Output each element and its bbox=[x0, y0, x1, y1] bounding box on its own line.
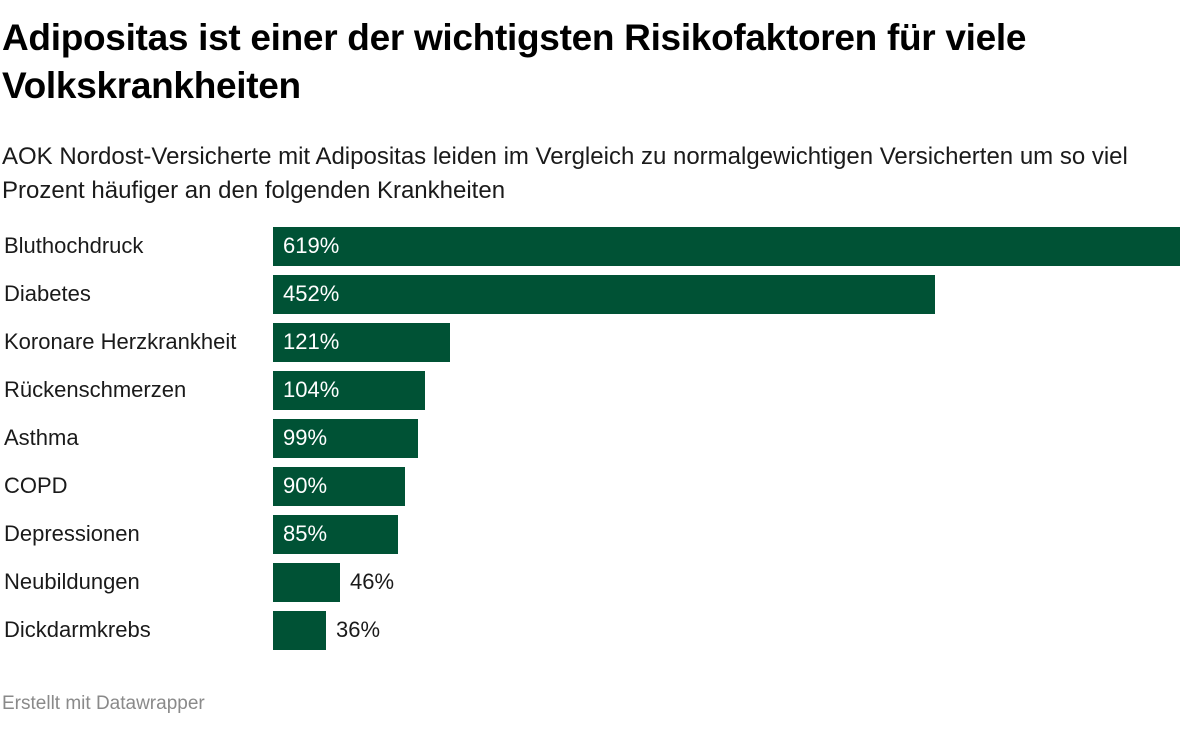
category-label: COPD bbox=[4, 473, 68, 498]
value-label: 452% bbox=[283, 281, 340, 306]
bar-row: Rückenschmerzen 104% bbox=[0, 370, 1180, 410]
value-label: 99% bbox=[283, 425, 328, 450]
value-label: 90% bbox=[283, 473, 328, 498]
category-label: Bluthochdruck bbox=[4, 233, 144, 258]
bar bbox=[273, 275, 935, 314]
value-label: 104% bbox=[283, 377, 340, 402]
value-label: 46% bbox=[350, 569, 395, 594]
value-label: 121% bbox=[283, 329, 340, 354]
bar bbox=[273, 371, 425, 410]
value-label: 36% bbox=[336, 617, 381, 642]
bar bbox=[273, 563, 340, 602]
bar bbox=[273, 467, 405, 506]
chart-title: Adipositas ist einer der wichtigsten Ris… bbox=[2, 17, 1027, 106]
bar-chart: Bluthochdruck 619% Diabetes 452% Koronare He… bbox=[0, 226, 1180, 656]
datawrapper-credit: Erstellt mit Datawrapper bbox=[2, 693, 205, 714]
category-label: Depressionen bbox=[4, 521, 140, 546]
bar bbox=[273, 227, 1180, 266]
value-label: 85% bbox=[283, 521, 328, 546]
bar bbox=[273, 419, 418, 458]
chart-subtitle: AOK Nordost-Versicherte mit Adipositas l… bbox=[2, 143, 1128, 204]
category-label: Koronare Herzkrankheit bbox=[4, 329, 237, 354]
bar bbox=[273, 515, 398, 554]
bar-row: Dickdarmkrebs 36% bbox=[0, 610, 1180, 650]
bar-row: Diabetes 452% bbox=[0, 274, 1180, 314]
bar-row: Asthma 99% bbox=[0, 418, 1180, 458]
bar bbox=[273, 611, 326, 650]
bar-row: Depressionen 85% bbox=[0, 514, 1180, 554]
value-label: 619% bbox=[283, 233, 340, 258]
category-label: Diabetes bbox=[4, 281, 91, 306]
category-label: Asthma bbox=[4, 425, 79, 450]
bar-row: Koronare Herzkrankheit 121% bbox=[0, 322, 1180, 362]
category-label: Neubildungen bbox=[4, 569, 140, 594]
category-label: Dickdarmkrebs bbox=[4, 617, 151, 642]
bar bbox=[273, 323, 450, 362]
category-label: Rückenschmerzen bbox=[4, 377, 187, 402]
bar-row: Bluthochdruck 619% bbox=[0, 226, 1180, 266]
bar-row: Neubildungen 46% bbox=[0, 562, 1180, 602]
bar-row: COPD 90% bbox=[0, 466, 1180, 506]
